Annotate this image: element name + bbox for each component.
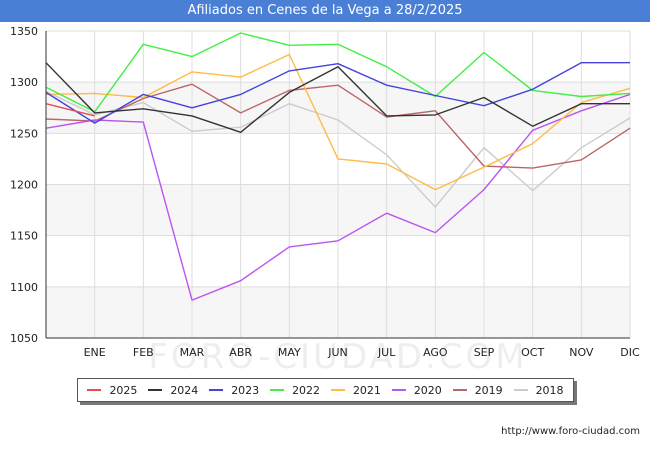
series-line-2021 (45, 53, 631, 191)
series-lines (45, 32, 631, 301)
y-tick-label: 1350 (10, 25, 38, 38)
series-line-2024 (45, 62, 630, 134)
legend-swatch (148, 389, 163, 391)
legend-label: 2023 (231, 383, 260, 397)
chart-title: Afiliados en Cenes de la Vega a 28/2/202… (0, 0, 650, 22)
legend-swatch (513, 389, 528, 391)
legend-item-2022: 2022 (270, 384, 320, 397)
legend-label: 2018 (535, 383, 564, 397)
legend-item-2019: 2019 (452, 383, 503, 397)
legend-item-2025: 2025 (87, 384, 137, 397)
series-line-2022 (45, 32, 631, 113)
series-line-2020 (45, 93, 631, 301)
legend-label: 2021 (352, 383, 381, 397)
legend-swatch (330, 389, 345, 391)
legend-swatch (209, 389, 224, 391)
legend-item-2018: 2018 (513, 383, 564, 397)
y-axis-tick-labels: 1050 1100 1150 1200 1250 1300 1350 (10, 25, 38, 345)
x-tick-label: ENE (84, 346, 106, 359)
legend-label: 2022 (292, 383, 321, 397)
watermark: FORO-CIUDAD.COM (148, 337, 527, 377)
x-tick-label: AGO (423, 346, 448, 359)
legend-label: 2020 (413, 383, 442, 397)
y-tick-label: 1300 (10, 76, 38, 89)
legend-label: 2025 (109, 383, 138, 397)
legend-swatch (270, 389, 285, 391)
legend-swatch (391, 389, 406, 391)
axes (45, 31, 630, 339)
legend-item-2020: 2020 (391, 383, 442, 397)
y-tick-label: 1150 (10, 230, 38, 243)
y-tick-label: 1250 (10, 127, 38, 140)
x-tick-label: NOV (569, 346, 594, 359)
legend: 2025 2024 2023 2022 2021 2020 2019 2018 (77, 378, 574, 402)
x-tick-label: FEB (133, 346, 154, 359)
legend-item-2024: 2024 (148, 384, 198, 397)
x-tick-label: SEP (474, 346, 495, 359)
y-tick-label: 1050 (10, 332, 38, 345)
legend-swatch (87, 389, 102, 391)
legend-label: 2019 (474, 383, 503, 397)
legend-item-2023: 2023 (209, 384, 259, 397)
x-tick-label: JUL (377, 346, 396, 359)
x-tick-label: DIC (620, 346, 640, 359)
x-tick-label: JUN (327, 346, 348, 359)
legend-swatch (452, 389, 467, 391)
y-tick-label: 1100 (10, 281, 38, 294)
x-tick-label: OCT (521, 346, 544, 359)
series-line-2019 (45, 83, 631, 169)
series-line-2023 (45, 62, 630, 124)
legend-item-2021: 2021 (330, 383, 381, 397)
x-tick-label: MAY (278, 346, 301, 359)
x-axis-tick-labels: ENE FEB MAR ABR MAY JUN JUL AGO SEP OCT NOV DIC (84, 346, 640, 359)
series-line-2025 (45, 103, 95, 117)
x-tick-label: MAR (180, 346, 205, 359)
source-url: http://www.foro-ciudad.com (501, 426, 640, 437)
x-tick-label: ABR (229, 346, 252, 359)
series-line-2018 (45, 90, 631, 208)
y-tick-label: 1200 (10, 179, 38, 192)
legend-label: 2024 (170, 383, 199, 397)
